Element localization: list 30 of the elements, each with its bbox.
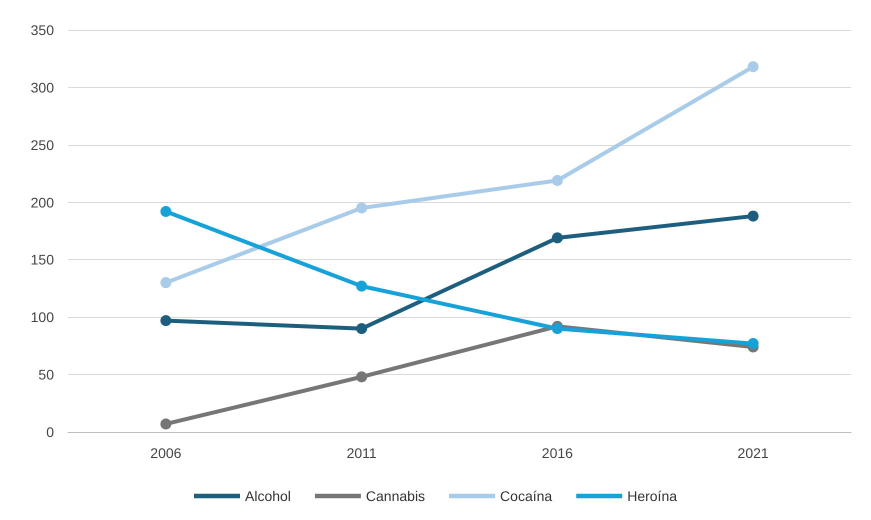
point [356, 323, 368, 334]
y-tick-label: 250 [30, 136, 54, 153]
point [160, 315, 172, 326]
legend-label: Cocaína [500, 488, 552, 504]
x-tick-label: 2021 [738, 445, 769, 461]
point [748, 338, 759, 350]
point [552, 323, 563, 334]
point [748, 61, 759, 72]
legend-label: Alcohol [244, 488, 291, 504]
x-tick-label: 2006 [150, 445, 182, 461]
y-tick-label: 200 [30, 194, 54, 210]
point [552, 174, 563, 186]
x-tick-label: 2016 [542, 445, 574, 461]
point [552, 232, 563, 244]
y-tick-label: 50 [38, 366, 54, 383]
point [356, 371, 368, 382]
y-tick-label: 0 [46, 424, 54, 440]
y-tick-label: 350 [30, 22, 54, 38]
legend-label: Cannabis [366, 488, 426, 504]
point [356, 202, 368, 214]
y-tick-label: 100 [30, 309, 54, 326]
x-tick-label: 2011 [346, 445, 377, 461]
y-tick-label: 150 [30, 252, 54, 268]
legend-label: Heroína [627, 488, 678, 504]
point [356, 280, 368, 292]
y-tick-label: 300 [30, 79, 54, 96]
point [160, 418, 172, 430]
point [160, 206, 172, 217]
point [748, 210, 759, 222]
point [160, 277, 172, 288]
